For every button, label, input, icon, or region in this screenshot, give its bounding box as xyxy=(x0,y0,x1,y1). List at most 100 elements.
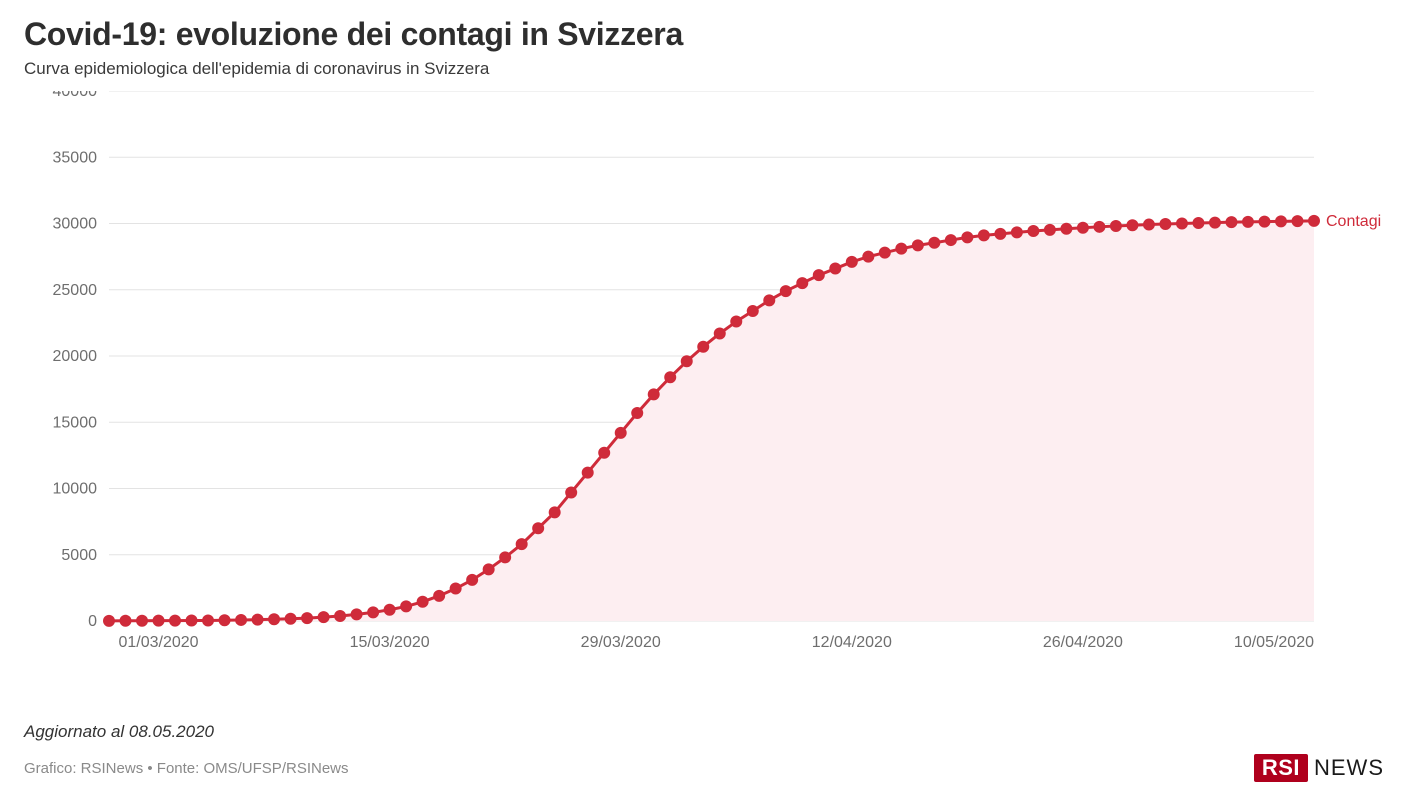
data-marker xyxy=(137,615,148,626)
data-marker xyxy=(681,356,692,367)
data-marker xyxy=(120,615,131,626)
data-marker xyxy=(863,251,874,262)
data-marker xyxy=(945,235,956,246)
data-marker xyxy=(434,590,445,601)
data-marker xyxy=(995,228,1006,239)
data-marker xyxy=(186,615,197,626)
data-marker xyxy=(813,270,824,281)
data-marker xyxy=(615,427,626,438)
data-marker xyxy=(1077,222,1088,233)
data-marker xyxy=(566,487,577,498)
data-marker xyxy=(764,295,775,306)
data-marker xyxy=(318,612,329,623)
data-marker xyxy=(1143,219,1154,230)
logo-badge: RSI xyxy=(1254,754,1308,782)
data-marker xyxy=(1160,219,1171,230)
chart-svg: 0 5000 10000 15000 20000 25000 30000 35000 40000… xyxy=(24,91,1384,661)
data-marker xyxy=(335,610,346,621)
y-tick-label: 10000 xyxy=(53,481,98,498)
chart-area: 0 5000 10000 15000 20000 25000 30000 35000 40000… xyxy=(24,91,1384,712)
y-tick-label: 30000 xyxy=(53,216,98,233)
y-tick-label: 5000 xyxy=(61,547,97,564)
x-tick-label: 26/04/2020 xyxy=(1043,634,1123,651)
data-marker xyxy=(219,615,230,626)
data-marker xyxy=(912,240,923,251)
series-label: Contagi xyxy=(1326,213,1381,230)
data-marker xyxy=(1226,217,1237,228)
data-marker xyxy=(896,243,907,254)
data-marker xyxy=(797,278,808,289)
data-marker xyxy=(1110,221,1121,232)
data-marker xyxy=(153,615,164,626)
data-marker xyxy=(351,609,362,620)
data-marker xyxy=(879,247,890,258)
data-marker xyxy=(203,615,214,626)
x-tick-label: 12/04/2020 xyxy=(812,634,892,651)
data-marker xyxy=(1275,216,1286,227)
data-marker xyxy=(302,613,313,624)
data-marker xyxy=(1242,216,1253,227)
updated-text: Aggiornato al 08.05.2020 xyxy=(24,722,1384,742)
data-marker xyxy=(516,539,527,550)
area-fill xyxy=(109,221,1314,621)
data-marker xyxy=(830,263,841,274)
data-marker xyxy=(1209,217,1220,228)
data-marker xyxy=(731,316,742,327)
y-tick-label: 25000 xyxy=(53,282,98,299)
x-tick-label: 10/05/2020 xyxy=(1234,634,1314,651)
y-tick-label: 0 xyxy=(88,613,97,630)
data-marker xyxy=(401,601,412,612)
logo-text: NEWS xyxy=(1314,755,1384,781)
x-tick-label: 01/03/2020 xyxy=(118,634,198,651)
y-tick-label: 40000 xyxy=(53,91,98,100)
data-marker xyxy=(665,372,676,383)
data-marker xyxy=(714,328,725,339)
data-marker xyxy=(978,230,989,241)
data-marker xyxy=(1028,226,1039,237)
data-marker xyxy=(368,607,379,618)
data-marker xyxy=(962,232,973,243)
data-marker xyxy=(747,305,758,316)
data-marker xyxy=(500,552,511,563)
data-marker xyxy=(1127,220,1138,231)
data-marker xyxy=(236,614,247,625)
data-marker xyxy=(269,614,280,625)
chart-subtitle: Curva epidemiologica dell'epidemia di co… xyxy=(24,59,1384,79)
data-marker xyxy=(384,604,395,615)
rsi-news-logo: RSI NEWS xyxy=(1254,754,1384,782)
data-marker xyxy=(780,286,791,297)
data-marker xyxy=(285,613,296,624)
data-marker xyxy=(1193,217,1204,228)
data-marker xyxy=(632,407,643,418)
y-tick-label: 15000 xyxy=(53,414,98,431)
data-marker xyxy=(582,467,593,478)
data-marker xyxy=(1044,224,1055,235)
data-marker xyxy=(648,389,659,400)
data-marker xyxy=(698,341,709,352)
data-marker xyxy=(533,523,544,534)
data-marker xyxy=(1259,216,1270,227)
data-marker xyxy=(450,583,461,594)
data-marker xyxy=(1309,215,1320,226)
data-marker xyxy=(170,615,181,626)
data-marker xyxy=(1011,227,1022,238)
data-marker xyxy=(104,615,115,626)
data-marker xyxy=(599,447,610,458)
data-marker xyxy=(929,237,940,248)
data-marker xyxy=(417,596,428,607)
data-marker xyxy=(1061,223,1072,234)
data-marker xyxy=(1094,221,1105,232)
x-tick-label: 15/03/2020 xyxy=(350,634,430,651)
data-marker xyxy=(1176,218,1187,229)
data-marker xyxy=(846,256,857,267)
y-tick-label: 20000 xyxy=(53,348,98,365)
data-marker xyxy=(1292,216,1303,227)
y-tick-label: 35000 xyxy=(53,149,98,166)
credit-text: Grafico: RSINews • Fonte: OMS/UFSP/RSINe… xyxy=(24,760,349,777)
data-marker xyxy=(483,564,494,575)
data-marker xyxy=(549,507,560,518)
x-tick-label: 29/03/2020 xyxy=(581,634,661,651)
chart-title: Covid-19: evoluzione dei contagi in Sviz… xyxy=(24,16,1384,53)
data-marker xyxy=(467,574,478,585)
data-marker xyxy=(252,614,263,625)
